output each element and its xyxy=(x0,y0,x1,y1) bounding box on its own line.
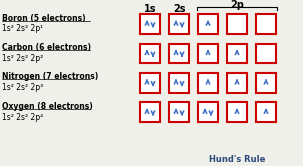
Text: Hund's Rule: Hund's Rule xyxy=(209,155,265,164)
Text: Oxygen (8 electrons): Oxygen (8 electrons) xyxy=(2,102,93,111)
Text: 1s² 2s² 2p¹: 1s² 2s² 2p¹ xyxy=(2,24,43,33)
Bar xyxy=(256,73,276,93)
Bar xyxy=(169,73,189,93)
Bar xyxy=(140,44,160,63)
Bar xyxy=(140,102,160,122)
Bar xyxy=(169,14,189,34)
Bar xyxy=(227,102,247,122)
Bar xyxy=(198,44,218,63)
Bar xyxy=(227,73,247,93)
Text: 1s² 2s² 2p³: 1s² 2s² 2p³ xyxy=(2,83,43,92)
Bar xyxy=(198,102,218,122)
Text: Nitrogen (7 electrons): Nitrogen (7 electrons) xyxy=(2,72,98,81)
Bar xyxy=(227,44,247,63)
Bar xyxy=(256,44,276,63)
Text: Boron (5 electrons): Boron (5 electrons) xyxy=(2,14,86,23)
Text: 1s: 1s xyxy=(144,4,156,14)
Bar xyxy=(198,73,218,93)
Text: 2p: 2p xyxy=(230,0,244,10)
Bar xyxy=(256,102,276,122)
Text: 2s: 2s xyxy=(173,4,185,14)
Bar xyxy=(169,102,189,122)
Bar xyxy=(256,14,276,34)
Bar xyxy=(169,44,189,63)
Text: Carbon (6 electrons): Carbon (6 electrons) xyxy=(2,43,91,52)
Bar xyxy=(140,73,160,93)
Bar xyxy=(198,14,218,34)
Text: 1s² 2s² 2p²: 1s² 2s² 2p² xyxy=(2,54,43,63)
Bar xyxy=(227,14,247,34)
Bar xyxy=(140,14,160,34)
Text: 1s² 2s² 2p⁴: 1s² 2s² 2p⁴ xyxy=(2,113,43,122)
